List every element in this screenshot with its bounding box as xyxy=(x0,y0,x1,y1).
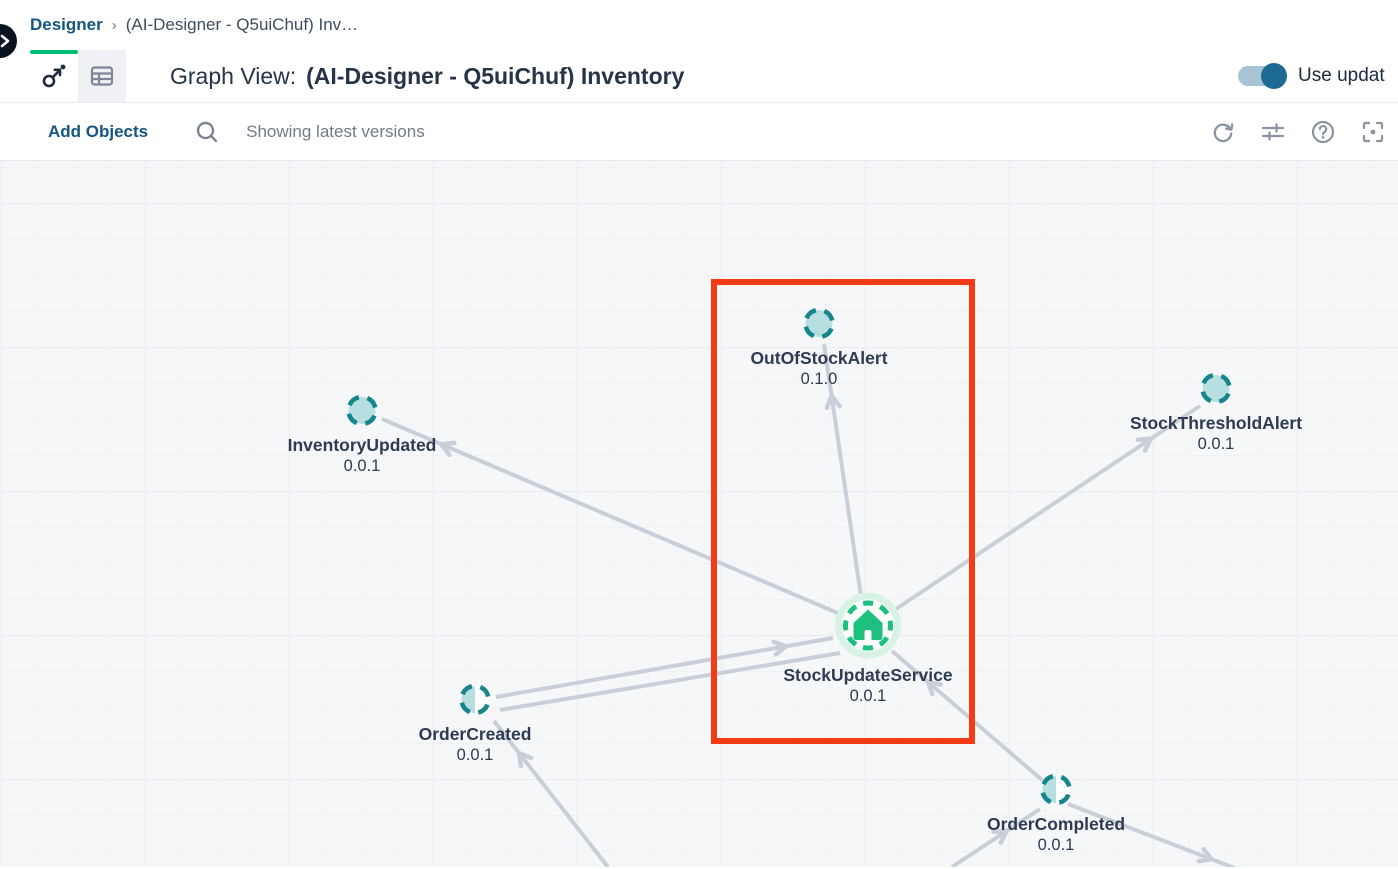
help-button[interactable] xyxy=(1298,119,1348,145)
title-right-controls: Use updat xyxy=(1238,50,1398,102)
edge-arrowhead xyxy=(1135,436,1154,453)
tab-table-view[interactable] xyxy=(78,50,126,102)
table-icon xyxy=(90,66,114,86)
add-objects-button[interactable]: Add Objects xyxy=(48,121,149,141)
event-node-icon xyxy=(346,394,378,427)
graph-node-OrderCreated[interactable] xyxy=(456,681,494,724)
graph-edge xyxy=(492,719,610,867)
edge-arrowhead xyxy=(1196,846,1214,864)
graph-node-label: OrderCompleted 0.0.1 xyxy=(926,813,1186,856)
node-name: OrderCompleted xyxy=(986,814,1126,834)
graph-node-StockThresholdAlert[interactable] xyxy=(1197,370,1235,413)
event-node-icon xyxy=(803,307,835,340)
view-tabs xyxy=(30,50,126,102)
graph-node-StockUpdateService[interactable] xyxy=(832,590,904,667)
refresh-button[interactable] xyxy=(1198,120,1248,144)
help-icon xyxy=(1311,120,1335,143)
chevron-right-icon xyxy=(0,34,10,48)
fullscreen-icon xyxy=(1362,121,1384,142)
page-title-name: (AI-Designer - Q5uiChuf) Inventory xyxy=(306,62,685,89)
graph-edge xyxy=(950,807,1042,867)
node-name: OrderCreated xyxy=(418,724,532,744)
graph-node-OutOfStockAlert[interactable] xyxy=(800,305,838,348)
edge-arrowhead xyxy=(991,828,1009,845)
edge-arrowhead xyxy=(439,440,457,457)
graph-canvas[interactable]: InventoryUpdated 0.0.1 OutOfStockAlert 0.1… xyxy=(0,161,1398,867)
event-node-icon xyxy=(1200,372,1232,405)
title-bar: Graph View: (AI-Designer - Q5uiChuf) Inv… xyxy=(0,50,1398,103)
tab-graph-view[interactable] xyxy=(30,50,78,102)
use-updated-toggle[interactable] xyxy=(1238,63,1287,89)
layout-settings-button[interactable] xyxy=(1248,119,1298,145)
breadcrumb-root-link[interactable]: Designer xyxy=(30,15,103,34)
selection-highlight-box xyxy=(711,279,975,744)
graph-node-OrderCompleted[interactable] xyxy=(1037,771,1075,814)
page-title: Graph View: (AI-Designer - Q5uiChuf) Inv… xyxy=(170,50,684,102)
edge-arrowhead xyxy=(516,750,534,769)
graph-node-InventoryUpdated[interactable] xyxy=(343,392,381,435)
breadcrumb-current: (AI-Designer - Q5uiChuf) Inv… xyxy=(125,15,359,34)
toggle-knob xyxy=(1261,63,1287,89)
node-version: 0.0.1 xyxy=(1037,836,1075,854)
node-name: StockThresholdAlert xyxy=(1129,413,1303,433)
toggle-label: Use updat xyxy=(1298,65,1385,86)
graph-node-label: OrderCreated 0.0.1 xyxy=(345,723,605,766)
graph-icon xyxy=(42,64,66,88)
page-title-prefix: Graph View: xyxy=(170,62,297,89)
service-node-icon xyxy=(835,592,901,659)
graph-edge xyxy=(1067,802,1238,867)
node-version: 0.0.1 xyxy=(1197,435,1235,453)
fullscreen-button[interactable] xyxy=(1348,119,1398,145)
filter-sliders-icon xyxy=(1261,122,1285,141)
node-name: InventoryUpdated xyxy=(287,435,437,455)
refresh-icon xyxy=(1213,122,1234,142)
event-node-icon xyxy=(1040,773,1072,806)
graph-edges xyxy=(381,343,1238,867)
node-version: 0.0.1 xyxy=(343,457,381,475)
graph-toolbar: Add Objects Showing latest versions xyxy=(0,103,1398,161)
breadcrumb-bar: Designer › (AI-Designer - Q5uiChuf) Inv… xyxy=(0,0,1398,58)
node-version: 0.0.1 xyxy=(456,746,494,764)
event-node-icon xyxy=(459,683,491,716)
sidebar-expand-button[interactable] xyxy=(0,24,17,58)
breadcrumb-separator: › xyxy=(111,16,117,34)
versions-status-text: Showing latest versions xyxy=(246,121,425,141)
active-tab-indicator xyxy=(30,50,78,54)
graph-node-label: StockThresholdAlert 0.0.1 xyxy=(1086,412,1346,455)
graph-node-label: InventoryUpdated 0.0.1 xyxy=(232,434,492,477)
search-button[interactable] xyxy=(194,119,220,145)
search-icon xyxy=(196,121,218,142)
toolbar-icon-group xyxy=(1198,119,1398,145)
